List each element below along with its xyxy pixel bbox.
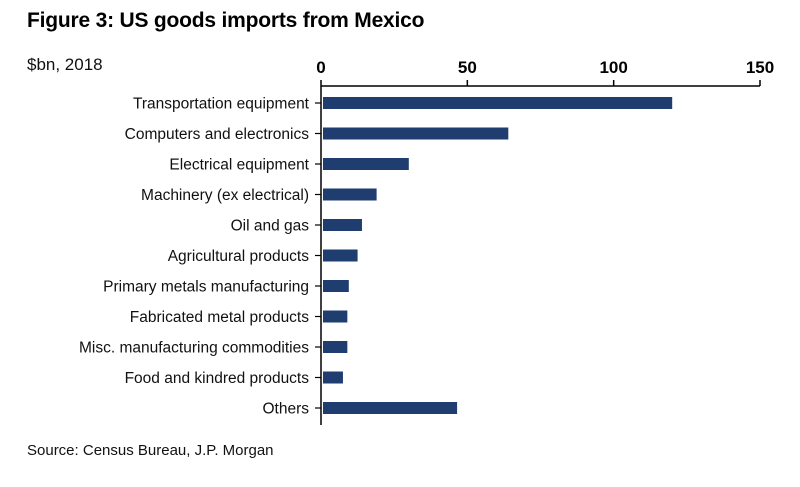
category-label: Food and kindred products (125, 370, 310, 387)
category-label: Transportation equipment (133, 96, 310, 113)
unit-label: $bn, 2018 (27, 55, 103, 74)
bar (323, 341, 348, 353)
x-tick-label: 100 (599, 58, 627, 77)
axes (315, 85, 760, 425)
bar (323, 127, 509, 140)
chart-title: Figure 3: US goods imports from Mexico (27, 9, 425, 32)
category-label: Oil and gas (231, 218, 310, 235)
bar (323, 402, 458, 414)
category-labels: Transportation equipment Computers and el… (79, 96, 310, 418)
category-label: Misc. manufacturing commodities (79, 340, 309, 357)
source-note: Source: Census Bureau, J.P. Morgan (27, 442, 274, 459)
bar (323, 97, 673, 109)
bar (323, 310, 348, 323)
bar (323, 280, 349, 292)
category-label: Primary metals manufacturing (103, 279, 309, 296)
bar (323, 249, 358, 262)
category-label: Electrical equipment (169, 157, 309, 174)
bar (323, 188, 377, 201)
bars (323, 97, 673, 414)
x-tick-label: 50 (458, 58, 477, 77)
bar (323, 158, 409, 170)
x-axis-ticks: 0 50 100 150 (316, 58, 774, 86)
category-label: Agricultural products (168, 248, 310, 265)
x-tick-label: 0 (316, 58, 325, 77)
bar (323, 219, 362, 231)
bar (323, 371, 343, 384)
category-label: Machinery (ex electrical) (141, 187, 309, 204)
category-label: Fabricated metal products (130, 309, 309, 326)
x-tick-label: 150 (746, 58, 774, 77)
category-label: Others (262, 401, 309, 418)
category-label: Computers and electronics (125, 126, 310, 143)
